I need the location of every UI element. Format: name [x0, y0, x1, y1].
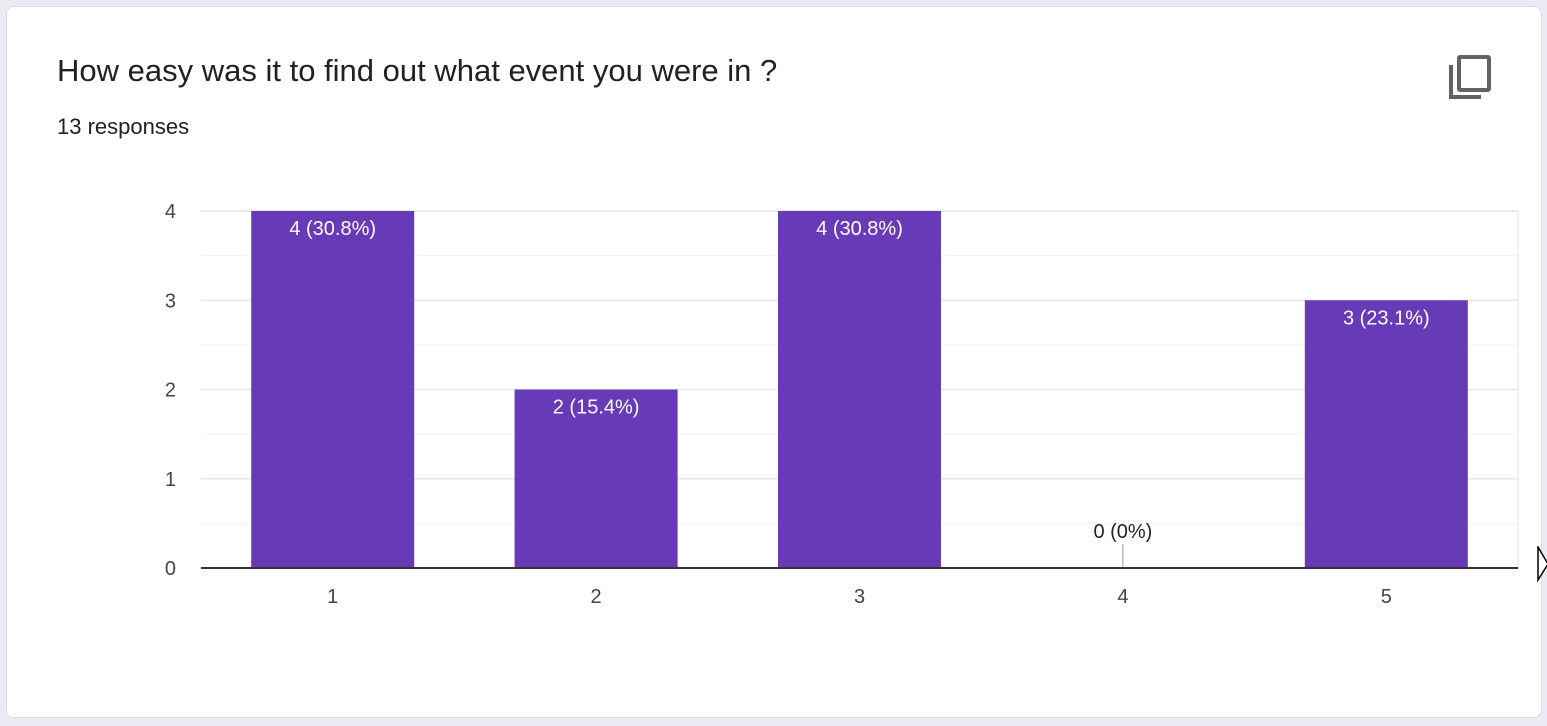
- x-tick-label: 2: [591, 586, 602, 608]
- x-tick-label: 1: [327, 586, 338, 608]
- data-label: 3 (23.1%): [1343, 307, 1430, 329]
- y-tick-label: 0: [165, 558, 176, 580]
- data-label: 4 (30.8%): [816, 218, 903, 240]
- question-title: How easy was it to find out what event y…: [57, 53, 778, 88]
- data-label: 4 (30.8%): [289, 218, 376, 240]
- y-tick-label: 2: [165, 380, 176, 402]
- copy-icon: [1449, 55, 1491, 99]
- data-label: 0 (0%): [1093, 521, 1152, 543]
- bar: [514, 389, 678, 568]
- mouse-cursor-icon: [1537, 546, 1547, 582]
- x-tick-label: 3: [854, 586, 865, 608]
- bar: [251, 211, 415, 568]
- data-label: 2 (15.4%): [553, 397, 640, 419]
- x-tick-label: 5: [1381, 586, 1392, 608]
- responses-count: 13 responses: [57, 114, 190, 139]
- y-tick-label: 3: [165, 290, 176, 312]
- y-tick-label: 4: [165, 201, 176, 223]
- bar: [778, 211, 941, 568]
- x-tick-label: 4: [1117, 586, 1128, 608]
- copy-chart-button[interactable]: [1443, 51, 1495, 103]
- bar: [1304, 300, 1468, 568]
- y-tick-label: 1: [165, 469, 176, 491]
